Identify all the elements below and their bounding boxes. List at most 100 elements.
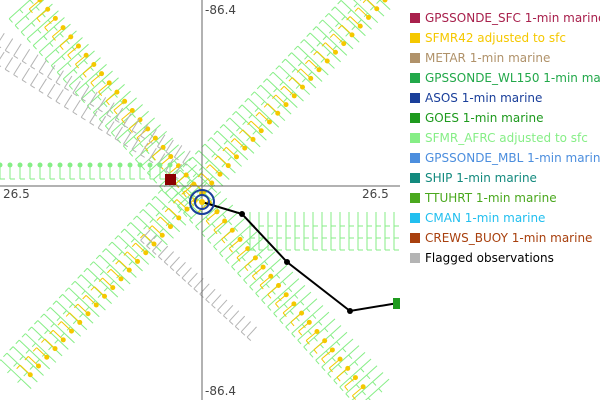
barb-flag [125,106,130,112]
barb-flag [295,84,300,89]
barb-flag [378,388,383,393]
barb-flag [181,190,186,195]
barb-flag [217,309,222,315]
barb-staff [30,73,39,86]
barb-flag [194,150,200,155]
barb-flag [55,100,61,105]
barb-staff [326,35,338,47]
barb-staff [107,287,119,298]
barb-flag [181,277,187,282]
barb-flag [370,6,375,11]
obs-dot [117,162,123,168]
barb-staff [115,106,127,117]
barb-flag [253,270,258,275]
legend-label: SFMR_AFRC adjusted to sfc [425,131,588,145]
barb-flag [8,18,13,23]
barb-flag [81,290,86,295]
barb-flag [318,19,323,24]
barb-staff [157,134,166,147]
barb-staff [94,300,106,311]
barb-flag [91,89,96,94]
barb-flag [133,136,138,141]
barb-flag [19,9,24,14]
barb-staff [149,124,161,135]
barb-staff [0,32,5,41]
barb-staff [361,381,373,392]
barb-staff [43,313,55,324]
barb-flag [4,49,10,54]
obs-dot [87,162,93,168]
barb-staff [177,196,189,207]
barb-staff [191,171,204,182]
start-marker [165,174,176,185]
obs-dot [276,282,282,288]
barb-flag [64,106,69,110]
obs-dot [60,337,66,343]
barb-staff [80,86,90,99]
barb-flag [148,159,154,164]
barb-staff [143,117,155,128]
barb-flag [272,94,277,99]
obs-dot [0,162,3,168]
obs-dot [267,119,273,125]
barb-staff [72,81,81,94]
barb-flag [13,362,18,367]
barb-flag [143,225,148,230]
barb-flag [213,229,218,235]
barb-staff [223,124,235,135]
barb-flag [213,246,218,251]
barb-flag [176,169,181,175]
barb-staff [277,287,289,298]
legend-label: GPSSONDE_MBL 1-min marine [425,151,600,165]
barb-flag [34,320,39,325]
barb-flag [67,54,72,60]
barb-staff [328,13,340,24]
legend-entry: SFMR_AFRC adjusted to sfc [410,128,600,148]
barb-flag [319,343,324,349]
barb-staff [262,123,273,135]
obs-dot [225,163,231,169]
barb-staff [297,330,309,341]
legend-label: METAR 1-min marine [425,51,551,65]
barb-flag [261,299,266,305]
barb-flag [270,267,275,272]
barb-flag [183,212,188,218]
barb-flag [267,294,272,299]
barb-staff [99,254,111,266]
barb-flag [123,145,128,151]
barb-staff [152,218,164,230]
track-point [284,259,290,265]
barb-staff [138,254,150,265]
barb-flag [85,306,90,312]
barb-flag [347,9,352,14]
barb-staff [97,115,107,129]
barb-staff [0,51,5,60]
barb-flag [252,130,257,135]
barb-staff [217,299,228,311]
barb-flag [275,303,280,308]
barb-staff [136,215,148,226]
barb-flag [247,120,252,126]
barb-staff [278,65,290,76]
barb-flag [67,62,72,67]
barb-flag [267,306,272,311]
barb-staff [74,82,87,93]
barb-staff [117,129,129,140]
barb-flag [290,321,295,327]
barb-flag [289,310,294,315]
obs-dot [27,372,33,378]
barb-flag [241,256,246,262]
barb-staff [186,163,197,174]
barb-staff [139,133,151,144]
barb-flag [120,228,125,233]
barb-staff [47,10,59,21]
barb-staff [97,97,107,110]
barb-flag [71,280,76,286]
barb-flag [72,111,78,116]
barb-flag [288,77,293,82]
barb-flag [246,240,251,246]
barb-flag [7,368,12,374]
barb-staff [175,261,186,273]
barb-flag [240,234,245,239]
